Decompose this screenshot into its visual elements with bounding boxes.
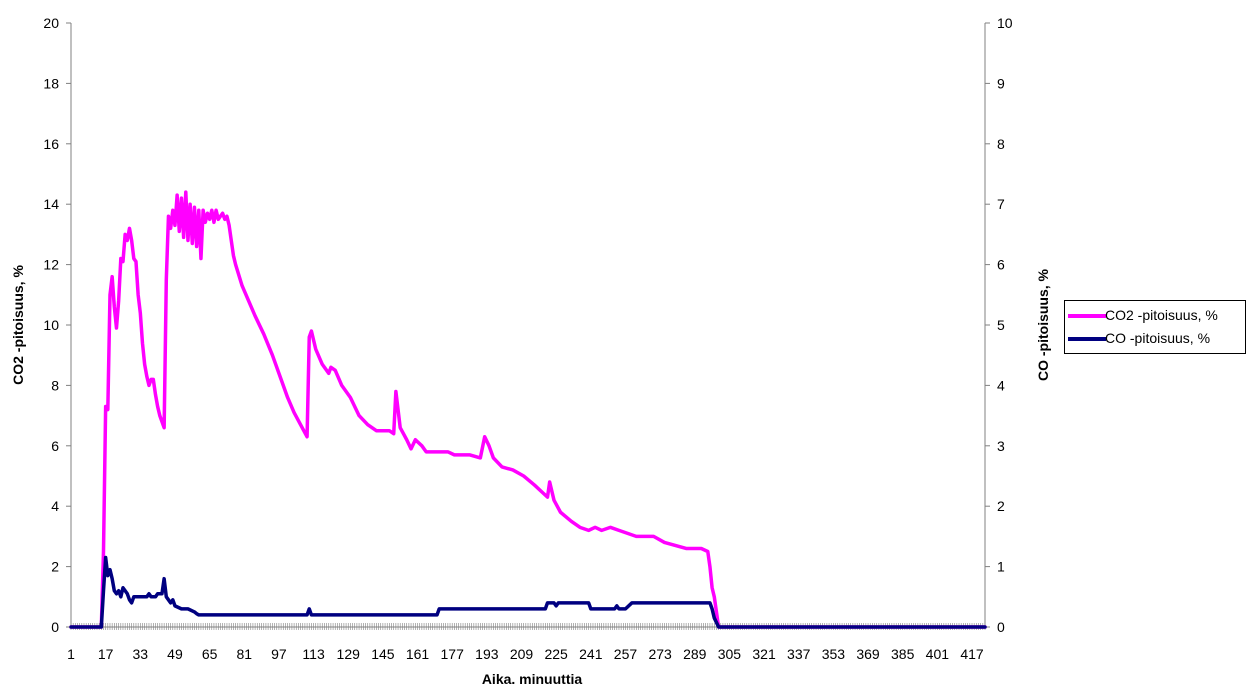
x-tick-label: 385	[891, 646, 915, 662]
right-tick-label: 9	[997, 75, 1005, 91]
legend-label-co: CO -pitoisuus, %	[1105, 330, 1211, 346]
series-layer	[69, 190, 987, 629]
x-tick-label: 1	[67, 646, 75, 662]
left-tick-label: 6	[51, 438, 59, 454]
x-tick-label: 177	[441, 646, 465, 662]
x-tick-label: 273	[648, 646, 672, 662]
x-tick-label: 113	[302, 646, 325, 662]
left-tick-label: 12	[43, 257, 59, 273]
plot-area	[70, 23, 986, 628]
x-tick-label: 401	[926, 646, 950, 662]
x-tick-label: 337	[787, 646, 811, 662]
right-tick-label: 3	[997, 438, 1005, 454]
series-line-co2	[69, 190, 987, 629]
left-tick-label: 20	[43, 15, 59, 31]
left-axis-ticks: 0 2 4 6 8 10 12 14 16 18 20	[43, 15, 71, 635]
right-tick-label: 2	[997, 498, 1005, 514]
x-tick-label: 193	[475, 646, 499, 662]
x-tick-label: 65	[202, 646, 218, 662]
right-tick-label: 7	[997, 196, 1005, 212]
x-tick-label: 321	[752, 646, 776, 662]
right-tick-label: 4	[997, 377, 1005, 393]
right-axis-title: CO -pitoisuus, %	[1035, 268, 1051, 381]
series-line-co	[69, 555, 987, 629]
right-tick-label: 0	[997, 619, 1005, 635]
x-tick-label: 209	[510, 646, 534, 662]
right-axis-ticks: 0 1 2 3 4 5 6 7 8 9 10	[985, 15, 1013, 635]
left-tick-label: 4	[51, 498, 59, 514]
x-tick-label: 33	[133, 646, 149, 662]
x-tick-label: 257	[614, 646, 638, 662]
x-tick-label: 129	[337, 646, 361, 662]
left-tick-label: 14	[43, 196, 59, 212]
right-tick-label: 10	[997, 15, 1013, 31]
x-tick-label: 225	[544, 646, 568, 662]
right-tick-label: 6	[997, 257, 1005, 273]
x-tick-label: 145	[371, 646, 395, 662]
right-tick-label: 8	[997, 136, 1005, 152]
left-tick-label: 16	[43, 136, 59, 152]
left-tick-label: 8	[51, 377, 59, 393]
left-tick-label: 2	[51, 559, 59, 575]
x-tick-label: 353	[822, 646, 846, 662]
right-tick-label: 5	[997, 317, 1005, 333]
right-tick-label: 1	[997, 559, 1005, 575]
x-tick-label: 17	[98, 646, 114, 662]
left-tick-label: 0	[51, 619, 59, 635]
x-tick-label: 417	[960, 646, 984, 662]
x-axis-ticks: 1 17 33 49 65 81 97 113 129 145 161 177 193 209 225 241…	[67, 623, 986, 662]
legend-label-co2: CO2 -pitoisuus, %	[1105, 307, 1218, 323]
x-tick-label: 289	[683, 646, 707, 662]
legend-swatch-co	[1068, 337, 1106, 341]
x-tick-label: 241	[579, 646, 603, 662]
legend-swatch-co2	[1068, 314, 1106, 318]
x-tick-label: 97	[271, 646, 287, 662]
legend: CO2 -pitoisuus, % CO -pitoisuus, %	[1064, 300, 1246, 354]
left-tick-label: 10	[43, 317, 59, 333]
x-tick-label: 81	[236, 646, 252, 662]
legend-item-co: CO -pitoisuus, %	[1065, 329, 1245, 349]
x-tick-label: 369	[856, 646, 880, 662]
x-tick-label: 305	[718, 646, 742, 662]
left-axis-title: CO2 -pitoisuus, %	[10, 265, 26, 385]
left-tick-label: 18	[43, 75, 59, 91]
x-tick-label: 161	[406, 646, 430, 662]
x-axis-title: Aika. minuuttia	[482, 671, 583, 687]
legend-item-co2: CO2 -pitoisuus, %	[1065, 306, 1245, 326]
x-tick-label: 49	[167, 646, 183, 662]
